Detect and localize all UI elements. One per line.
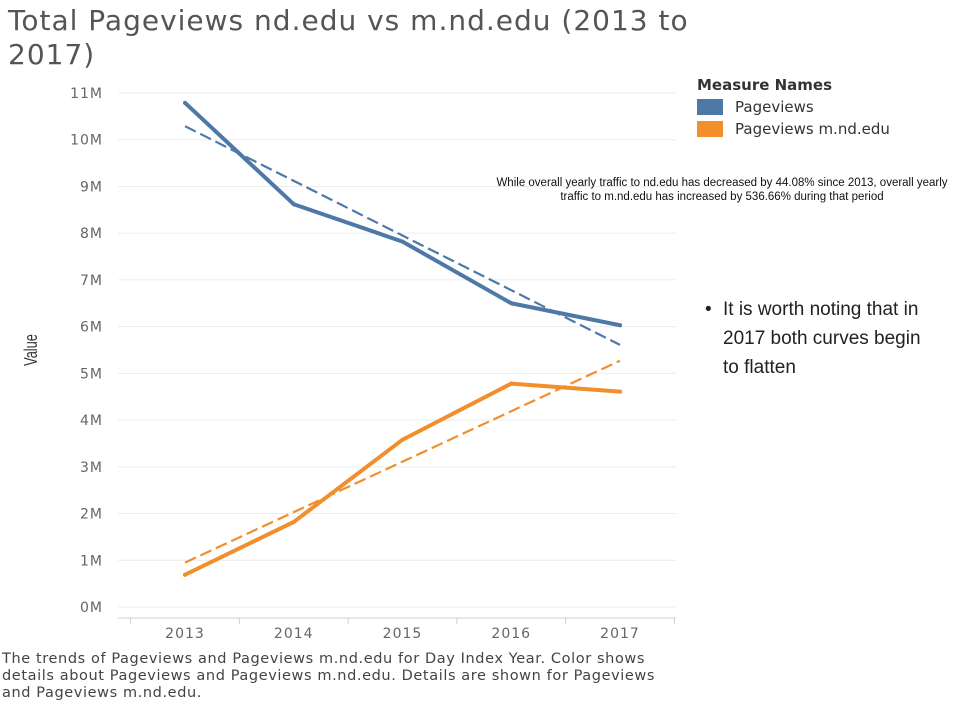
- data-point[interactable]: [509, 301, 514, 306]
- series-line-1[interactable]: [183, 381, 622, 577]
- chart-caption: The trends of Pageviews and Pageviews m.…: [2, 651, 656, 701]
- trend-line-1: [184, 359, 621, 564]
- y-axis-title: Value: [22, 334, 42, 366]
- trend-lines: [184, 125, 621, 564]
- data-point[interactable]: [618, 389, 622, 394]
- x-tick-label: 2013: [165, 626, 205, 642]
- y-tick-label: 5M: [80, 366, 103, 382]
- note-bullet: • It is worth noting that in 2017 both c…: [705, 295, 955, 382]
- data-point[interactable]: [183, 100, 187, 105]
- chart-annotation: While overall yearly traffic to nd.edu h…: [496, 177, 948, 203]
- data-point[interactable]: [400, 239, 405, 244]
- x-tick-label: 2015: [383, 626, 423, 642]
- y-tick-label: 6M: [80, 320, 103, 336]
- data-point[interactable]: [509, 381, 514, 386]
- y-tick-label: 7M: [80, 273, 103, 289]
- legend-item-pageviews-mobile[interactable]: Pageviews m.nd.edu: [697, 118, 959, 140]
- y-tick-label: 4M: [80, 413, 103, 429]
- y-tick-label: 11M: [70, 86, 103, 102]
- y-tick-label: 2M: [80, 507, 103, 523]
- data-point[interactable]: [291, 519, 296, 524]
- data-point[interactable]: [291, 202, 296, 207]
- x-tick-label: 2014: [274, 626, 314, 642]
- note-text: It is worth noting that in 2017 both cur…: [723, 299, 921, 378]
- y-tick-label: 8M: [80, 226, 103, 242]
- legend: Measure Names Pageviews Pageviews m.nd.e…: [697, 76, 959, 140]
- y-tick-label: 9M: [80, 179, 103, 195]
- data-point[interactable]: [618, 323, 622, 328]
- trend-line-0: [184, 125, 621, 346]
- series-lines: [183, 100, 622, 577]
- gridlines: [118, 92, 676, 608]
- y-tick-label: 10M: [70, 133, 103, 149]
- data-point[interactable]: [400, 437, 405, 442]
- legend-label-pageviews: Pageviews: [735, 98, 814, 116]
- legend-label-pageviews-mobile: Pageviews m.nd.edu: [735, 120, 890, 138]
- legend-item-pageviews[interactable]: Pageviews: [697, 96, 959, 118]
- y-tick-label: 3M: [80, 460, 103, 476]
- y-tick-label: 0M: [80, 600, 103, 616]
- y-tick-label: 1M: [80, 553, 103, 569]
- legend-swatch-pageviews: [697, 99, 723, 115]
- tick-labels: 0M 1M 2M 3M 4M 5M 6M 7M 8M 9M 10M 11M 2013 2014 2015 20…: [22, 86, 640, 642]
- axes: [118, 617, 676, 624]
- legend-title: Measure Names: [697, 76, 833, 94]
- x-tick-label: 2016: [491, 626, 531, 642]
- legend-swatch-pageviews-mobile: [697, 121, 723, 137]
- bullet-icon: •: [705, 299, 712, 320]
- series-line-0[interactable]: [183, 100, 622, 328]
- chart-title: Total Pageviews nd.edu vs m.nd.edu (2013…: [8, 4, 689, 71]
- data-point[interactable]: [183, 572, 187, 577]
- x-tick-label: 2017: [600, 626, 640, 642]
